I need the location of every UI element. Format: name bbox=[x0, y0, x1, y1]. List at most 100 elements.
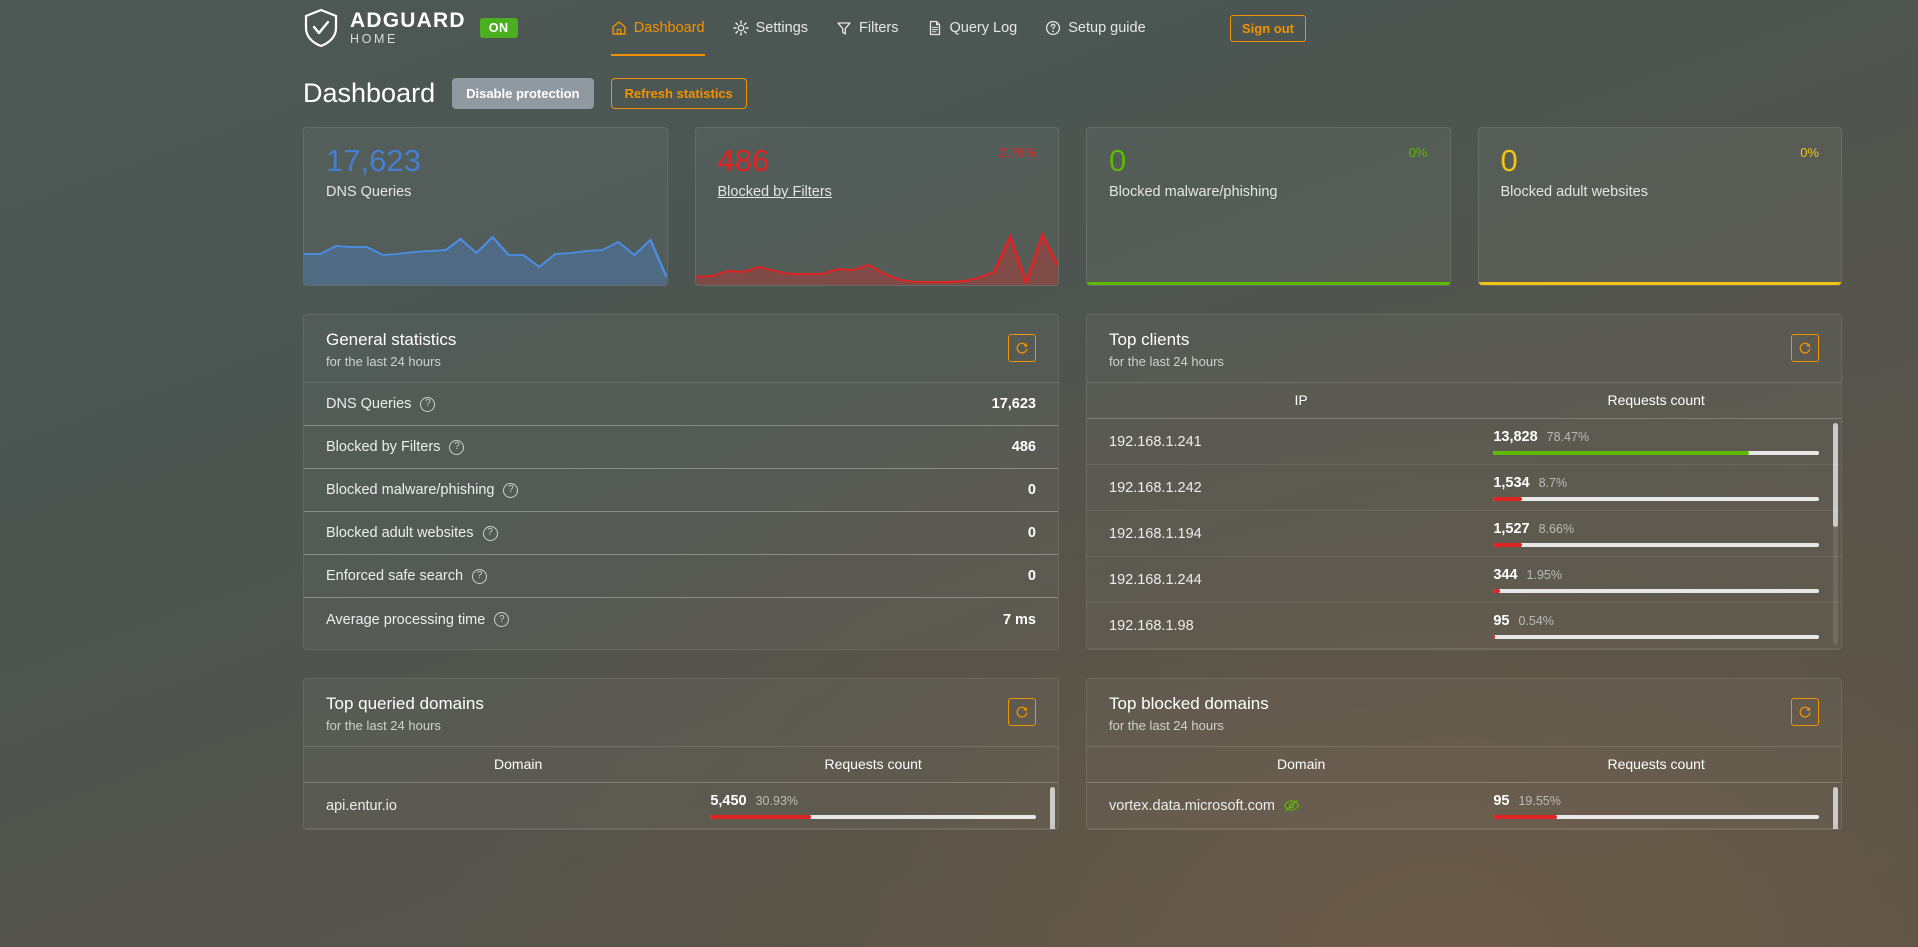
card-value-blocked-by-filters: 486 bbox=[717, 143, 770, 178]
card-label-blocked-malware-phishing: Blocked malware/phishing bbox=[1109, 183, 1278, 200]
requests-percent: 19.55% bbox=[1518, 793, 1561, 808]
card-blocked-by-filters[interactable]: 2.76% 486 Blocked by Filters bbox=[694, 127, 1059, 286]
stat-label: Blocked adult websites bbox=[326, 525, 474, 541]
panel-header: Top blocked domains for the last 24 hour… bbox=[1087, 679, 1841, 747]
card-label-blocked-adult-websites: Blocked adult websites bbox=[1500, 183, 1649, 200]
scrollbar-thumb[interactable] bbox=[1833, 423, 1838, 527]
table-header-top-clients: IP Requests count bbox=[1087, 383, 1841, 419]
card-percent-blocked-by-filters: 2.76% bbox=[999, 145, 1036, 160]
domain-cell: vortex.data.microsoft.com bbox=[1109, 798, 1493, 814]
card-blocked-malware-phishing[interactable]: 0% 0 Blocked malware/phishing bbox=[1086, 127, 1451, 286]
nav-item-dashboard[interactable]: Dashboard bbox=[610, 0, 705, 56]
card-label-dns-queries: DNS Queries bbox=[326, 183, 412, 200]
home-icon bbox=[611, 21, 626, 35]
client-requests: 13,828 78.47% bbox=[1493, 429, 1819, 455]
refresh-button-top-clients[interactable] bbox=[1791, 334, 1819, 362]
column-header-domain: Domain bbox=[494, 756, 543, 772]
column-header-requests-count: Requests count bbox=[824, 756, 922, 772]
requests-count: 1,534 bbox=[1493, 474, 1530, 491]
stat-value: 486 bbox=[1011, 439, 1036, 455]
help-icon[interactable]: ? bbox=[494, 612, 510, 627]
requests-percent: 0.54% bbox=[1518, 613, 1554, 628]
card-value-blocked-adult-websites: 0 bbox=[1500, 143, 1518, 178]
stat-row: Average processing time ? 7 ms bbox=[304, 598, 1058, 641]
card-percent-blocked-adult-websites: 0% bbox=[1800, 145, 1819, 160]
panel-header: Top clients for the last 24 hours bbox=[1087, 315, 1841, 383]
filter-icon bbox=[837, 22, 851, 35]
gear-icon bbox=[732, 20, 749, 36]
nav-item-setup-guide[interactable]: Setup guide bbox=[1045, 0, 1146, 56]
nav-label-settings: Settings bbox=[755, 20, 809, 36]
table-row[interactable]: 192.168.1.244 344 1.95% bbox=[1087, 557, 1841, 603]
stat-row: Enforced safe search ? 0 bbox=[304, 555, 1058, 598]
page-content: Dashboard Disable protection Refresh sta… bbox=[0, 78, 1918, 830]
card-label-blocked-by-filters[interactable]: Blocked by Filters bbox=[717, 183, 832, 200]
scrollbar-thumb[interactable] bbox=[1833, 787, 1838, 829]
client-requests: 95 0.54% bbox=[1493, 613, 1819, 639]
stat-label: Enforced safe search bbox=[326, 568, 464, 584]
refresh-statistics-button[interactable]: Refresh statistics bbox=[610, 78, 747, 109]
help-icon[interactable]: ? bbox=[449, 439, 465, 455]
nav-item-query-log[interactable]: Query Log bbox=[927, 0, 1017, 56]
table-row[interactable]: 192.168.1.242 1,534 8.7% bbox=[1087, 465, 1841, 511]
stat-label: Blocked by Filters bbox=[326, 439, 441, 455]
panel-subtitle-top-clients: for the last 24 hours bbox=[1109, 354, 1224, 369]
requests-count: 1,527 bbox=[1493, 520, 1530, 537]
refresh-button-general-statistics[interactable] bbox=[1008, 334, 1036, 362]
eye-slash-icon[interactable] bbox=[1283, 798, 1300, 813]
refresh-button-top-blocked-domains[interactable] bbox=[1791, 698, 1819, 726]
help-icon[interactable]: ? bbox=[503, 482, 519, 498]
table-row[interactable]: 192.168.1.98 95 0.54% bbox=[1087, 603, 1841, 649]
table-row[interactable]: 192.168.1.194 1,527 8.66% bbox=[1087, 511, 1841, 557]
scrollbar-thumb[interactable] bbox=[1050, 787, 1055, 829]
stat-value: 0 bbox=[1027, 525, 1036, 541]
progress-bar bbox=[1493, 588, 1819, 593]
sign-out-button[interactable]: Sign out bbox=[1230, 14, 1306, 42]
nav-item-filters[interactable]: Filters bbox=[836, 0, 899, 56]
document-icon bbox=[929, 20, 940, 36]
progress-bar bbox=[1493, 496, 1819, 501]
card-blocked-adult-websites[interactable]: 0% 0 Blocked adult websites bbox=[1477, 127, 1842, 286]
client-requests: 1,527 8.66% bbox=[1493, 521, 1819, 547]
table-row[interactable]: vortex.data.microsoft.com 95 19.55% bbox=[1087, 783, 1841, 829]
panel-subtitle-top-blocked-domains: for the last 24 hours bbox=[1109, 718, 1224, 733]
panels-row-one: General statistics for the last 24 hours… bbox=[303, 314, 1842, 650]
refresh-button-top-queried-domains[interactable] bbox=[1008, 698, 1036, 726]
requests-count: 95 bbox=[1493, 792, 1510, 809]
refresh-icon bbox=[1016, 706, 1028, 718]
nav-item-settings[interactable]: Settings bbox=[732, 0, 809, 56]
requests-percent: 8.66% bbox=[1538, 521, 1575, 536]
domain-requests: 5,450 30.93% bbox=[710, 793, 1036, 819]
sparkline-dns-queries bbox=[304, 229, 667, 285]
help-icon[interactable]: ? bbox=[420, 396, 436, 412]
help-icon[interactable]: ? bbox=[472, 568, 488, 584]
panel-header: Top queried domains for the last 24 hour… bbox=[304, 679, 1058, 747]
table-row[interactable]: api.entur.io 5,450 30.93% bbox=[304, 783, 1058, 829]
panel-subtitle-general-statistics: for the last 24 hours bbox=[326, 354, 441, 369]
stat-label: Blocked malware/phishing bbox=[326, 482, 495, 498]
nav-label-setup-guide: Setup guide bbox=[1068, 20, 1146, 36]
stat-label: Average processing time bbox=[326, 611, 486, 628]
card-percent-blocked-malware-phishing: 0% bbox=[1408, 145, 1428, 160]
requests-percent: 1.95% bbox=[1526, 567, 1562, 582]
refresh-icon bbox=[1016, 342, 1028, 354]
column-header-ip: IP bbox=[1294, 392, 1308, 408]
protection-status-badge[interactable]: ON bbox=[479, 18, 518, 38]
client-ip: 192.168.1.242 bbox=[1109, 479, 1202, 496]
client-ip: 192.168.1.194 bbox=[1109, 525, 1202, 542]
disable-protection-button[interactable]: Disable protection bbox=[452, 78, 594, 109]
table-row[interactable]: 192.168.1.241 13,828 78.47% bbox=[1087, 419, 1841, 465]
card-dns-queries[interactable]: 17,623 DNS Queries bbox=[303, 127, 668, 286]
help-icon[interactable]: ? bbox=[482, 525, 498, 541]
panels-row-two: Top queried domains for the last 24 hour… bbox=[303, 678, 1842, 830]
nav-label-dashboard: Dashboard bbox=[633, 20, 705, 36]
client-requests: 1,534 8.7% bbox=[1493, 475, 1819, 501]
client-ip: 192.168.1.244 bbox=[1109, 571, 1202, 588]
domain-name: vortex.data.microsoft.com bbox=[1109, 797, 1275, 814]
table-header-top-queried-domains: Domain Requests count bbox=[304, 747, 1058, 783]
brand-name: ADGUARD bbox=[350, 9, 466, 33]
panel-title-top-queried-domains: Top queried domains bbox=[326, 694, 484, 713]
panel-top-queried-domains: Top queried domains for the last 24 hour… bbox=[303, 678, 1059, 830]
app-header: ADGUARD HOME ON Dashboard Settings bbox=[0, 0, 1918, 56]
scrollbar-track[interactable] bbox=[1833, 423, 1838, 645]
